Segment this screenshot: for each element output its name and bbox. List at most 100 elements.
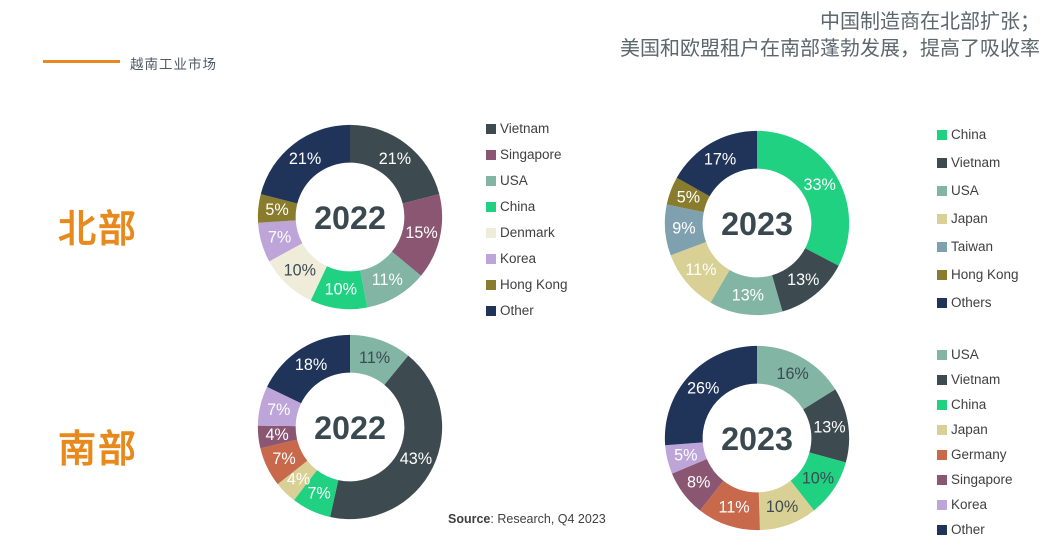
legend-label-hong-kong: Hong Kong bbox=[951, 267, 1019, 282]
legend-marker-japan bbox=[937, 213, 947, 224]
legend-label-japan: Japan bbox=[951, 211, 988, 226]
donut-slice-singapore bbox=[257, 425, 298, 449]
legend-item-usa: USA bbox=[937, 346, 1013, 363]
source-label: Source bbox=[448, 512, 491, 526]
slice-value-label-singapore: 15% bbox=[405, 224, 437, 242]
legend-label-denmark: Denmark bbox=[500, 225, 555, 240]
legend-marker-other bbox=[486, 305, 496, 316]
slice-value-label-vietnam: 13% bbox=[787, 271, 819, 289]
donut-slice-vietnam bbox=[350, 124, 440, 204]
legend-label-vietnam: Vietnam bbox=[951, 372, 1001, 387]
legend-marker-china bbox=[486, 201, 496, 212]
donut-chart-north-2022: 21% 15% 11% 10% 10% 7% 5% 21% 2022 bbox=[255, 122, 445, 312]
legend-marker-other bbox=[937, 524, 947, 535]
legend-item-others: Others bbox=[937, 294, 1019, 311]
slice-value-label-usa: 16% bbox=[776, 365, 808, 383]
donut-slice-germany bbox=[260, 439, 308, 485]
legend-marker-vietnam bbox=[937, 374, 947, 385]
legend-marker-usa bbox=[937, 185, 947, 196]
slice-value-label-korea: 7% bbox=[267, 401, 290, 419]
slice-value-label-vietnam: 43% bbox=[400, 450, 432, 468]
legend-label-singapore: Singapore bbox=[500, 147, 562, 162]
donut-chart-south-2023: 16% 13% 10% 10% 11% 8% 5% 26% 2023 bbox=[662, 343, 852, 533]
legend-marker-japan bbox=[937, 424, 947, 435]
legend-label-china: China bbox=[951, 397, 987, 412]
chart-center-year: 2023 bbox=[721, 421, 793, 457]
legend-north-2022: Vietnam Singapore USA China Denmark Korea Hong… bbox=[486, 120, 568, 328]
legend-item-china: China bbox=[486, 198, 568, 215]
legend-item-other: Other bbox=[937, 521, 1013, 538]
chart-center-year: 2022 bbox=[314, 410, 386, 446]
legend-label-singapore: Singapore bbox=[951, 472, 1013, 487]
slice-value-label-vietnam: 13% bbox=[813, 419, 845, 437]
legend-label-hong-kong: Hong Kong bbox=[500, 277, 568, 292]
slice-value-label-other: 26% bbox=[687, 379, 719, 397]
legend-item-vietnam: Vietnam bbox=[937, 154, 1019, 171]
legend-item-hong-kong: Hong Kong bbox=[486, 276, 568, 293]
legend-label-other: Other bbox=[500, 303, 534, 318]
legend-item-japan: Japan bbox=[937, 421, 1013, 438]
donut-slice-usa bbox=[350, 334, 409, 385]
donut-slice-usa bbox=[710, 269, 783, 316]
slice-value-label-japan: 4% bbox=[287, 470, 310, 488]
slice-value-label-other: 21% bbox=[289, 150, 321, 168]
legend-label-korea: Korea bbox=[951, 497, 988, 512]
slice-value-label-korea: 5% bbox=[674, 446, 697, 464]
slide-headline: 中国制造商在北部扩张； 美国和欧盟租户在南部蓬勃发展，提高了吸收率 bbox=[620, 9, 1040, 63]
legend-label-usa: USA bbox=[951, 183, 979, 198]
legend-label-china: China bbox=[951, 127, 987, 142]
donut-slice-china bbox=[757, 130, 850, 266]
legend-marker-korea bbox=[486, 253, 496, 264]
legend-marker-denmark bbox=[486, 227, 496, 238]
slice-value-label-vietnam: 21% bbox=[379, 150, 411, 168]
legend-marker-others bbox=[937, 297, 947, 308]
legend-label-vietnam: Vietnam bbox=[951, 155, 1001, 170]
legend-south-2023: USA Vietnam China Japan Germany Singapore Kore… bbox=[937, 346, 1013, 546]
legend-label-usa: USA bbox=[951, 347, 979, 362]
chart-center-year: 2022 bbox=[314, 200, 386, 236]
slice-value-label-singapore: 8% bbox=[687, 473, 710, 491]
donut-slice-hong-kong bbox=[257, 194, 298, 223]
legend-item-korea: Korea bbox=[486, 250, 568, 267]
legend-marker-china bbox=[937, 129, 947, 140]
donut-slice-vietnam bbox=[330, 355, 443, 520]
legend-label-usa: USA bbox=[500, 173, 528, 188]
donut-slice-other bbox=[267, 334, 350, 404]
donut-slice-china bbox=[790, 452, 846, 511]
legend-item-korea: Korea bbox=[937, 496, 1013, 513]
slice-value-label-others: 17% bbox=[704, 151, 736, 169]
legend-item-china: China bbox=[937, 126, 1019, 143]
legend-item-china: China bbox=[937, 396, 1013, 413]
slice-value-label-hong-kong: 5% bbox=[677, 188, 700, 206]
donut-chart-north-2023: 33% 13% 13% 11% 9% 5% 17% 2023 bbox=[662, 128, 852, 318]
chart-center-year: 2023 bbox=[721, 206, 793, 242]
slice-value-label-japan: 11% bbox=[685, 261, 716, 279]
donut-slice-others bbox=[676, 130, 757, 197]
slice-value-label-china: 7% bbox=[307, 484, 330, 502]
brand-accent-line bbox=[43, 60, 120, 63]
legend-item-hong-kong: Hong Kong bbox=[937, 266, 1019, 283]
slice-value-label-usa: 11% bbox=[372, 271, 403, 289]
legend-item-vietnam: Vietnam bbox=[486, 120, 568, 137]
donut-slice-hong-kong bbox=[666, 177, 710, 213]
slice-value-label-other: 18% bbox=[295, 356, 327, 374]
slice-value-label-korea: 7% bbox=[268, 228, 291, 246]
legend-north-2023: China Vietnam USA Japan Taiwan Hong Kong Other… bbox=[937, 126, 1019, 322]
donut-slice-korea bbox=[258, 220, 303, 262]
legend-label-vietnam: Vietnam bbox=[500, 121, 550, 136]
legend-label-taiwan: Taiwan bbox=[951, 239, 994, 254]
legend-marker-singapore bbox=[937, 474, 947, 485]
legend-item-germany: Germany bbox=[937, 446, 1013, 463]
legend-marker-vietnam bbox=[486, 123, 496, 134]
legend-marker-usa bbox=[486, 175, 496, 186]
donut-slice-korea bbox=[665, 442, 707, 474]
legend-item-denmark: Denmark bbox=[486, 224, 568, 241]
legend-label-germany: Germany bbox=[951, 447, 1007, 462]
headline-line-1: 中国制造商在北部扩张； bbox=[820, 11, 1040, 33]
row-label-south: 南部 bbox=[58, 429, 139, 471]
legend-marker-korea bbox=[937, 499, 947, 510]
legend-marker-singapore bbox=[486, 149, 496, 160]
legend-item-other: Other bbox=[486, 302, 568, 319]
slice-value-label-china: 33% bbox=[804, 176, 836, 194]
brand-label: 越南工业市场 bbox=[130, 57, 217, 72]
